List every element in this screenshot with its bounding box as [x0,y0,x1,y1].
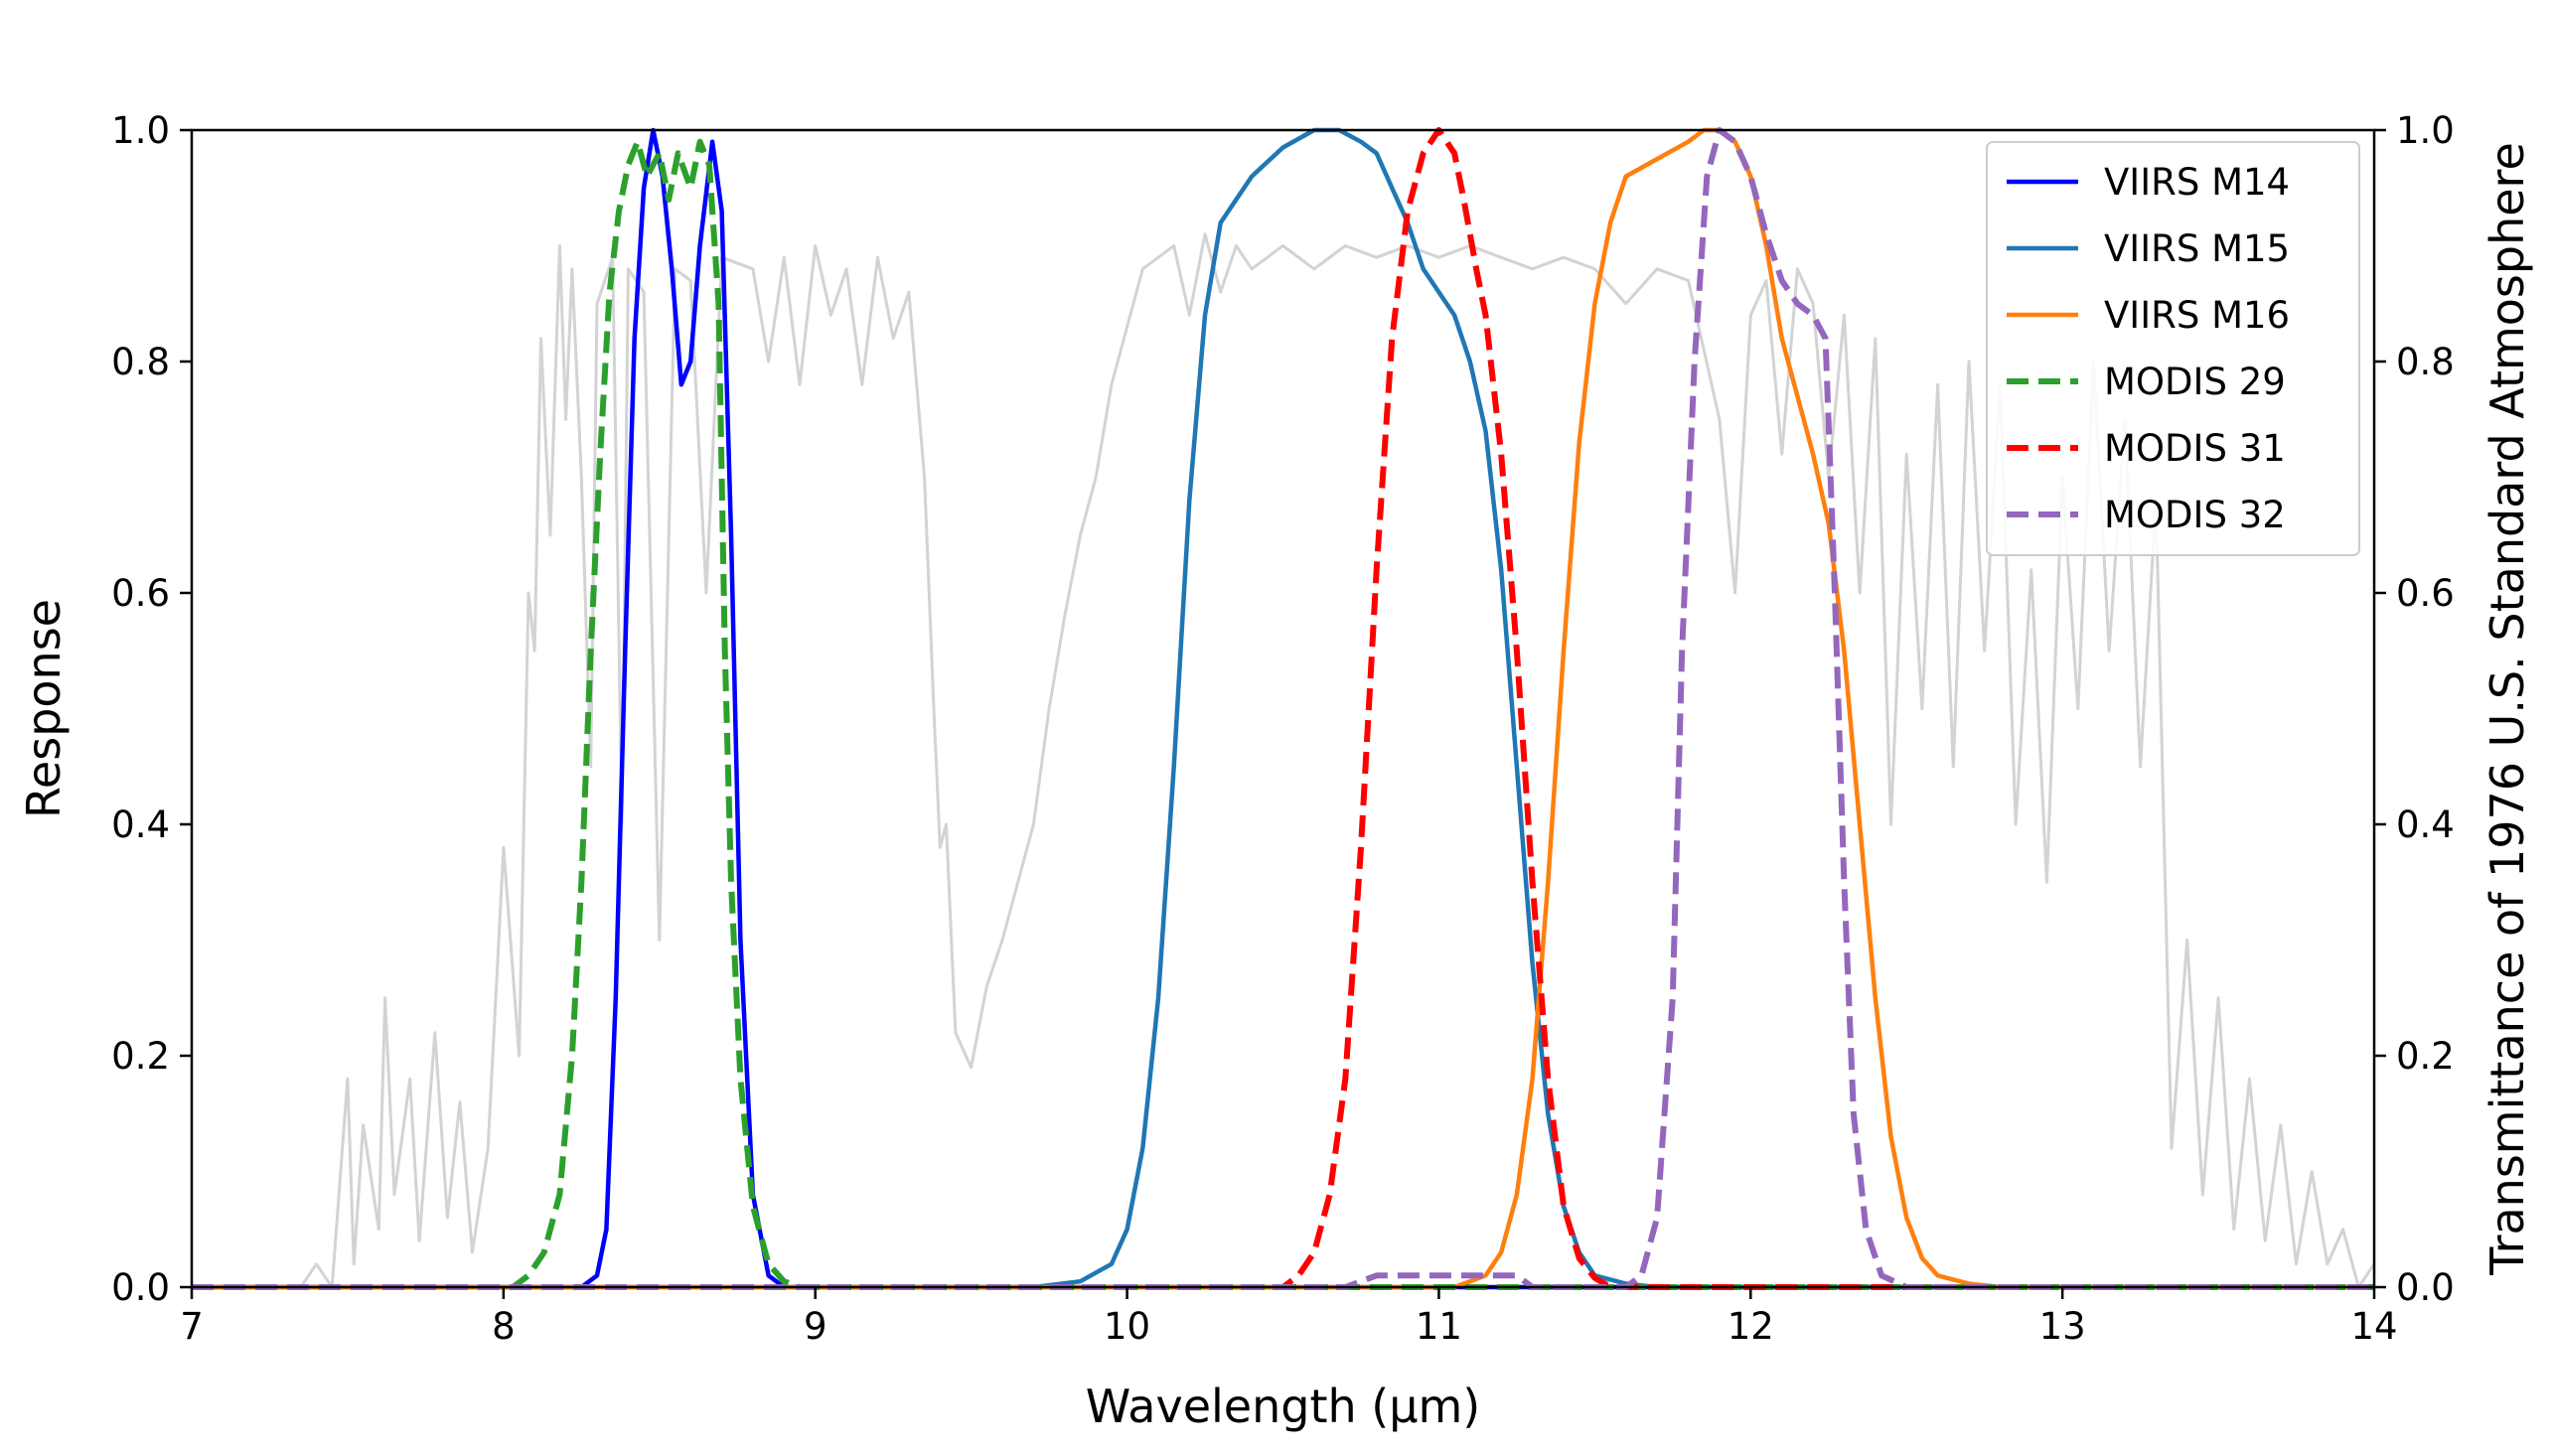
y2-tick-label: 0.8 [2396,341,2455,383]
x-axis-title: Wavelength (μm) [1086,1380,1480,1433]
transmittance-line [192,232,2376,1289]
y2-tick-label: 0.6 [2396,572,2455,615]
x-tick-label: 12 [1728,1305,1774,1348]
series-line-modis-31 [192,127,2374,1290]
x-tick-label: 8 [492,1305,516,1348]
y2-tick-label: 0.4 [2396,803,2455,846]
y-tick-label: 0.4 [111,803,170,846]
legend-label: VIIRS M14 [2104,161,2290,204]
x-tick-label: 11 [1416,1305,1462,1348]
legend-frame [1986,141,2360,556]
y-tick-label: 0.2 [111,1035,170,1078]
legend: VIIRS M14 VIIRS M15 VIIRS M16 MODIS 29 MODIS… [1986,141,2360,556]
x-tick-label: 14 [2350,1305,2397,1348]
y2-tick-label: 1.0 [2396,109,2455,152]
legend-label: MODIS 31 [2104,427,2286,470]
legend-label: VIIRS M16 [2104,294,2290,337]
series-line-viirs-m14 [192,127,2374,1290]
x-tick-label: 9 [804,1305,827,1348]
legend-label: VIIRS M15 [2104,227,2290,270]
transmittance-layer [192,232,2376,1289]
x-tick-label: 10 [1104,1305,1150,1348]
legend-label: MODIS 32 [2104,494,2286,536]
y-tick-label: 0.0 [111,1266,170,1309]
plot-frame [190,128,2376,1289]
y-axis-title: Response [17,599,71,818]
x-tick-label: 7 [180,1305,204,1348]
y2-tick-label: 0.2 [2396,1035,2455,1078]
series-line-modis-29 [192,138,2374,1290]
ticks-layer: 7 8 9 10 11 12 13 140.00.20.40.60.81.00.00.20.4… [111,109,2455,1348]
y-tick-label: 0.8 [111,341,170,383]
y2-tick-label: 0.0 [2396,1266,2455,1309]
legend-label: MODIS 29 [2104,361,2286,403]
y2-axis-title: Transmittance of 1976 U.S. Standard Atmo… [2480,142,2534,1276]
x-tick-label: 13 [2039,1305,2086,1348]
y-tick-label: 1.0 [111,109,170,152]
y-tick-label: 0.6 [111,572,170,615]
